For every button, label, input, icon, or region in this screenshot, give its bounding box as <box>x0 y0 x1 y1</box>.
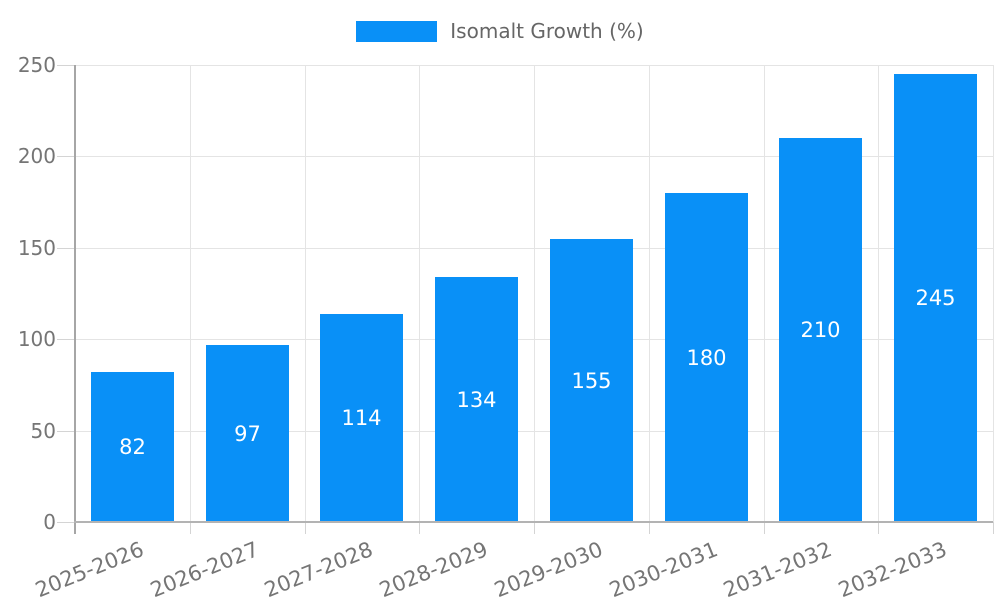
x-axis-tick <box>878 522 879 534</box>
y-tick-label: 250 <box>17 53 56 77</box>
x-tick-label: 2031-2032 <box>720 537 836 600</box>
y-axis-tick <box>57 156 75 157</box>
gridline-vertical <box>305 65 306 522</box>
x-tick-label: 2029-2030 <box>490 537 606 600</box>
y-axis-line <box>74 65 76 534</box>
gridline-vertical <box>534 65 535 522</box>
gridline-vertical <box>190 65 191 522</box>
gridline-vertical <box>649 65 650 522</box>
bar-value-label: 245 <box>915 286 956 310</box>
y-axis-tick <box>57 65 75 66</box>
gridline-vertical <box>878 65 879 522</box>
x-axis-tick <box>305 522 306 534</box>
bar[interactable]: 210 <box>779 138 862 522</box>
legend-swatch-icon <box>356 20 438 42</box>
y-tick-label: 200 <box>17 144 56 168</box>
bar-value-label: 82 <box>119 435 146 459</box>
bar-value-label: 210 <box>800 318 841 342</box>
bar[interactable]: 82 <box>91 372 174 522</box>
bar[interactable]: 245 <box>894 74 977 522</box>
x-tick-label: 2025-2026 <box>31 537 147 600</box>
legend-label: Isomalt Growth (%) <box>450 19 644 43</box>
y-tick-label: 0 <box>43 510 56 534</box>
y-axis-tick <box>57 522 75 523</box>
y-axis-tick <box>57 339 75 340</box>
gridline-vertical <box>993 65 994 522</box>
bar[interactable]: 134 <box>435 277 518 522</box>
bar-value-label: 97 <box>234 421 261 446</box>
x-axis-line <box>74 521 993 523</box>
gridline-vertical <box>419 65 420 522</box>
bar[interactable]: 114 <box>320 314 403 522</box>
legend[interactable]: Isomalt Growth (%) <box>0 20 1000 42</box>
x-axis-tick <box>534 522 535 534</box>
x-axis-tick <box>764 522 765 534</box>
bar-value-label: 114 <box>341 406 382 430</box>
x-tick-label: 2027-2028 <box>261 537 377 600</box>
y-tick-label: 100 <box>17 327 56 351</box>
y-axis-tick <box>57 431 75 432</box>
bar[interactable]: 155 <box>550 239 633 522</box>
x-axis-tick <box>190 522 191 534</box>
x-tick-label: 2028-2029 <box>376 537 492 600</box>
bar-value-label: 155 <box>571 368 612 393</box>
x-axis-tick <box>993 522 994 534</box>
bar-value-label: 134 <box>456 387 497 412</box>
bar[interactable]: 180 <box>665 193 748 522</box>
y-tick-label: 50 <box>30 419 56 443</box>
gridline-vertical <box>764 65 765 522</box>
y-axis-tick <box>57 248 75 249</box>
x-tick-label: 2026-2027 <box>146 537 262 600</box>
x-tick-label: 2032-2033 <box>835 537 951 600</box>
y-tick-label: 150 <box>17 236 56 260</box>
x-axis-tick <box>649 522 650 534</box>
bar[interactable]: 97 <box>206 345 289 522</box>
x-tick-label: 2030-2031 <box>605 537 721 600</box>
x-axis-tick <box>419 522 420 534</box>
bar-value-label: 180 <box>686 345 727 370</box>
